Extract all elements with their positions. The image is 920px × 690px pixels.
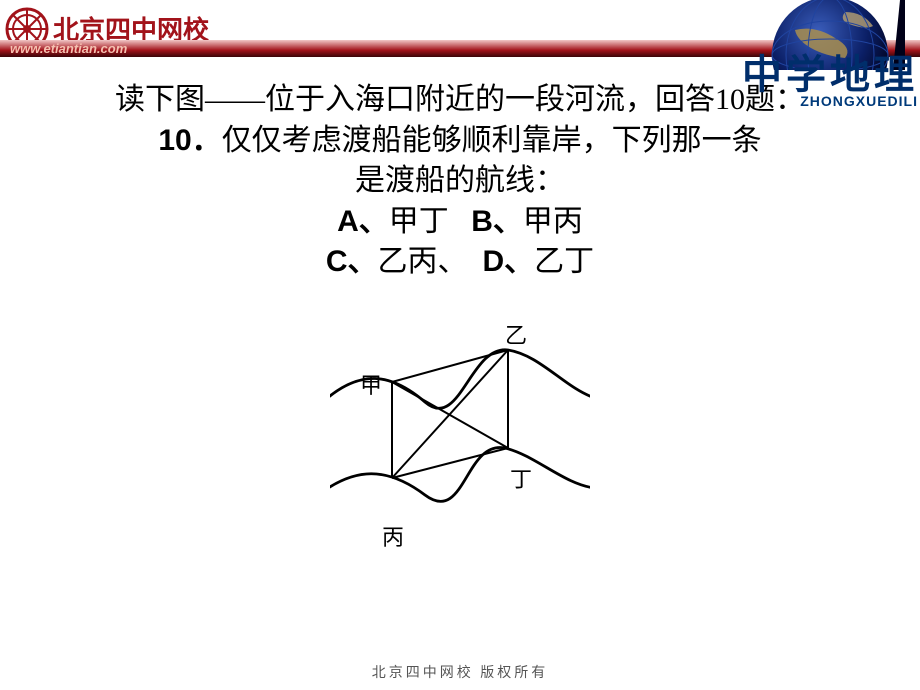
option-a-label: A、 [337,205,389,238]
subject-block: 中学地理 ZHONGXUEDILI [742,55,918,109]
river-svg-icon [330,320,590,550]
option-c-label: C、 [326,245,378,278]
label-bing: 丙 [382,520,404,552]
option-c-text: 乙丙、 [378,245,468,278]
question-stem: 仅仅考虑渡船能够顺利靠岸，下列那一条 [222,124,762,157]
option-b-text: 甲丙 [523,205,583,238]
options-row-1: A、甲丁 B、甲丙 [0,202,920,243]
question-number: 10． [158,124,221,157]
question-block: 读下图——位于入海口附近的一段河流，回答10题： 10．仅仅考虑渡船能够顺利靠岸… [0,80,920,283]
option-b-label: B、 [471,205,523,238]
label-ding: 丁 [510,462,532,494]
content-area: 读下图——位于入海口附近的一段河流，回答10题： 10．仅仅考虑渡船能够顺利靠岸… [0,80,920,283]
label-yi: 乙 [505,318,527,350]
river-diagram: 甲 乙 丙 丁 [330,320,590,550]
footer-copyright: 北京四中网校 版权所有 [0,662,920,682]
option-a-text: 甲丁 [389,205,449,238]
option-d-label: D、 [483,245,535,278]
question-stem-line1: 10．仅仅考虑渡船能够顺利靠岸，下列那一条 [0,121,920,162]
page-header: 北京四中网校 www.etiantian.com 中学地理 ZHONGXUEDI… [0,0,920,57]
subject-title: 中学地理 [742,55,918,95]
options-row-2: C、乙丙、 D、乙丁 [0,242,920,283]
option-d-text: 乙丁 [534,245,594,278]
label-jia: 甲 [360,368,382,400]
question-stem-line2: 是渡船的航线： [0,161,920,202]
